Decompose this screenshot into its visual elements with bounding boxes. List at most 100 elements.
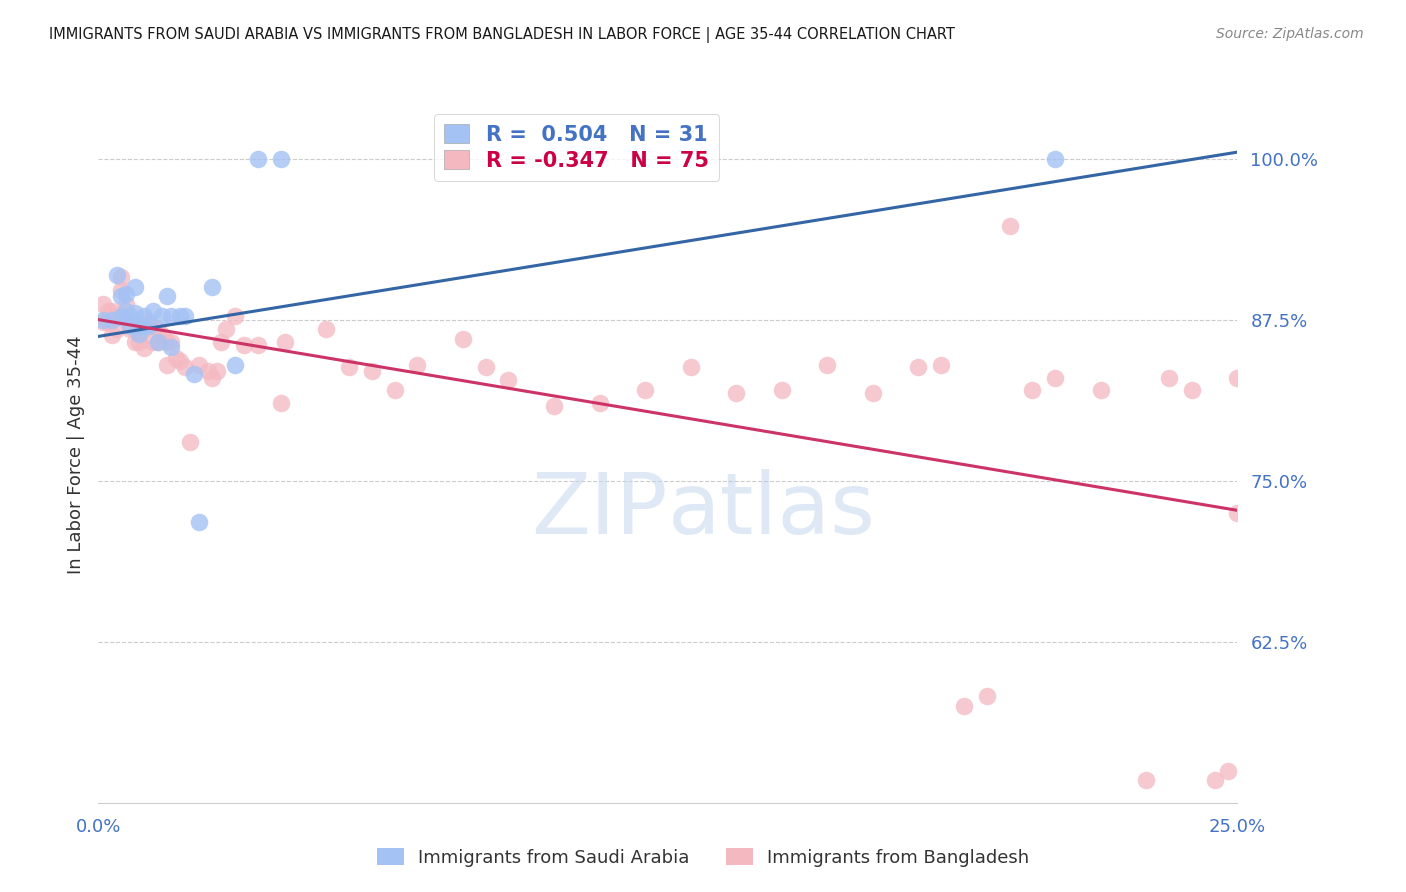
Point xyxy=(96,303,118,318)
Point xyxy=(146,334,169,349)
Point xyxy=(169,309,191,323)
Point xyxy=(110,310,132,324)
Point xyxy=(114,303,136,318)
Point xyxy=(215,321,238,335)
Point xyxy=(91,312,114,326)
Point xyxy=(197,364,219,378)
Point xyxy=(1181,384,1204,398)
Point xyxy=(101,312,124,326)
Point xyxy=(128,334,150,349)
Point xyxy=(110,270,132,285)
Point xyxy=(233,338,256,352)
Point xyxy=(142,334,165,349)
Point xyxy=(124,306,146,320)
Point xyxy=(543,399,565,413)
Point xyxy=(105,321,128,335)
Text: atlas: atlas xyxy=(668,469,876,552)
Point xyxy=(1226,370,1249,384)
Point xyxy=(91,315,114,329)
Point xyxy=(474,360,496,375)
Point xyxy=(209,334,232,349)
Point xyxy=(315,321,337,335)
Y-axis label: In Labor Force | Age 35-44: In Labor Force | Age 35-44 xyxy=(66,335,84,574)
Text: ZIP: ZIP xyxy=(531,469,668,552)
Point xyxy=(174,309,197,323)
Point xyxy=(132,321,155,335)
Point xyxy=(169,354,191,368)
Point xyxy=(187,515,209,529)
Point xyxy=(160,340,183,354)
Point xyxy=(406,358,429,372)
Point xyxy=(132,309,155,323)
Point xyxy=(124,334,146,349)
Point xyxy=(1043,152,1066,166)
Point xyxy=(96,315,118,329)
Point xyxy=(160,334,183,349)
Point xyxy=(270,152,292,166)
Point xyxy=(114,297,136,311)
Point xyxy=(1204,772,1226,787)
Point xyxy=(150,309,173,323)
Point xyxy=(1157,370,1180,384)
Point xyxy=(274,334,297,349)
Point xyxy=(91,297,114,311)
Point xyxy=(498,373,520,387)
Point xyxy=(132,341,155,355)
Point xyxy=(110,289,132,303)
Point xyxy=(1090,384,1112,398)
Point xyxy=(224,358,246,372)
Point xyxy=(142,303,165,318)
Point xyxy=(246,152,269,166)
Point xyxy=(929,358,952,372)
Point xyxy=(138,319,160,334)
Point xyxy=(101,310,124,324)
Point xyxy=(224,309,246,323)
Point xyxy=(183,367,205,381)
Point xyxy=(679,360,702,375)
Point xyxy=(128,326,150,341)
Point xyxy=(105,268,128,282)
Point xyxy=(862,386,884,401)
Point xyxy=(1043,370,1066,384)
Point xyxy=(1226,506,1249,520)
Point xyxy=(156,358,179,372)
Point xyxy=(270,396,292,410)
Point xyxy=(101,328,124,343)
Text: Source: ZipAtlas.com: Source: ZipAtlas.com xyxy=(1216,27,1364,41)
Point xyxy=(205,364,228,378)
Point xyxy=(1218,764,1240,778)
Point xyxy=(138,315,160,329)
Point xyxy=(160,309,183,323)
Point xyxy=(246,338,269,352)
Point xyxy=(634,384,657,398)
Legend: R =  0.504   N = 31, R = -0.347   N = 75: R = 0.504 N = 31, R = -0.347 N = 75 xyxy=(434,114,720,181)
Point xyxy=(725,386,748,401)
Point xyxy=(132,319,155,334)
Point xyxy=(120,309,142,323)
Point xyxy=(101,303,124,318)
Text: 0.0%: 0.0% xyxy=(76,818,121,837)
Point xyxy=(976,689,998,703)
Legend: Immigrants from Saudi Arabia, Immigrants from Bangladesh: Immigrants from Saudi Arabia, Immigrants… xyxy=(370,841,1036,874)
Point xyxy=(770,384,793,398)
Point xyxy=(179,435,201,450)
Point xyxy=(110,283,132,297)
Point xyxy=(201,370,224,384)
Point xyxy=(146,321,169,335)
Point xyxy=(114,286,136,301)
Point xyxy=(120,319,142,334)
Point xyxy=(588,396,610,410)
Point xyxy=(114,309,136,323)
Point xyxy=(187,358,209,372)
Point xyxy=(998,219,1021,233)
Point xyxy=(815,358,838,372)
Point xyxy=(1135,772,1157,787)
Point xyxy=(105,309,128,323)
Point xyxy=(124,280,146,294)
Point xyxy=(156,334,179,349)
Point xyxy=(156,289,179,303)
Point xyxy=(150,328,173,343)
Point xyxy=(128,319,150,334)
Point xyxy=(174,360,197,375)
Point xyxy=(907,360,929,375)
